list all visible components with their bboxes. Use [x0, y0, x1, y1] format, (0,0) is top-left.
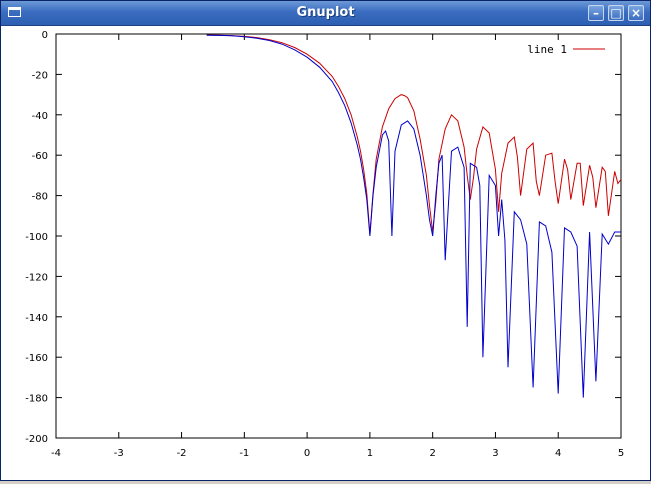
y-tick-label: 0: [42, 30, 48, 41]
y-tick-label: -160: [25, 353, 48, 364]
y-tick-label: -80: [32, 192, 48, 203]
y-tick-label: -180: [25, 394, 48, 405]
x-tick-label: 4: [555, 448, 561, 459]
x-tick-label: 5: [618, 448, 624, 459]
x-tick-label: -4: [51, 448, 61, 459]
line-chart: -4 -3 -2 -1 0 1 2 3 4 5 0 -20 -40 -60 -80 -100 -120 -140 -…: [25, 30, 624, 459]
window-title: Gnuplot: [296, 5, 355, 20]
maximize-button[interactable]: □: [608, 5, 624, 21]
series-line-1: [206, 34, 622, 235]
x-tick-label: -3: [114, 448, 124, 459]
x-tick-label: 2: [429, 448, 435, 459]
y-tick-label: -20: [32, 70, 48, 81]
x-tick-label: -2: [177, 448, 187, 459]
y-tick-label: -100: [25, 232, 48, 243]
title-bar[interactable]: Gnuplot – □ ×: [1, 1, 650, 26]
x-tick-label: -1: [239, 448, 249, 459]
x-tick-label: 0: [304, 448, 310, 459]
y-tick-label: -120: [25, 272, 48, 283]
close-button[interactable]: ×: [628, 5, 644, 21]
plot-frame: [55, 33, 622, 439]
y-tick-label: -40: [32, 111, 48, 122]
y-tick-label: -60: [32, 151, 48, 162]
legend-label: line 1: [527, 43, 567, 56]
y-tick-label: -140: [25, 313, 48, 324]
minimize-button[interactable]: –: [588, 5, 604, 21]
x-tick-label: 3: [492, 448, 498, 459]
y-tick-label: -200: [25, 434, 48, 445]
plot-area: -4 -3 -2 -1 0 1 2 3 4 5 0 -20 -40 -60 -80 -100 -120 -140 -…: [1, 26, 650, 480]
window-icon[interactable]: [8, 7, 21, 17]
x-tick-label: 1: [367, 448, 373, 459]
series-line-2: [206, 34, 621, 398]
